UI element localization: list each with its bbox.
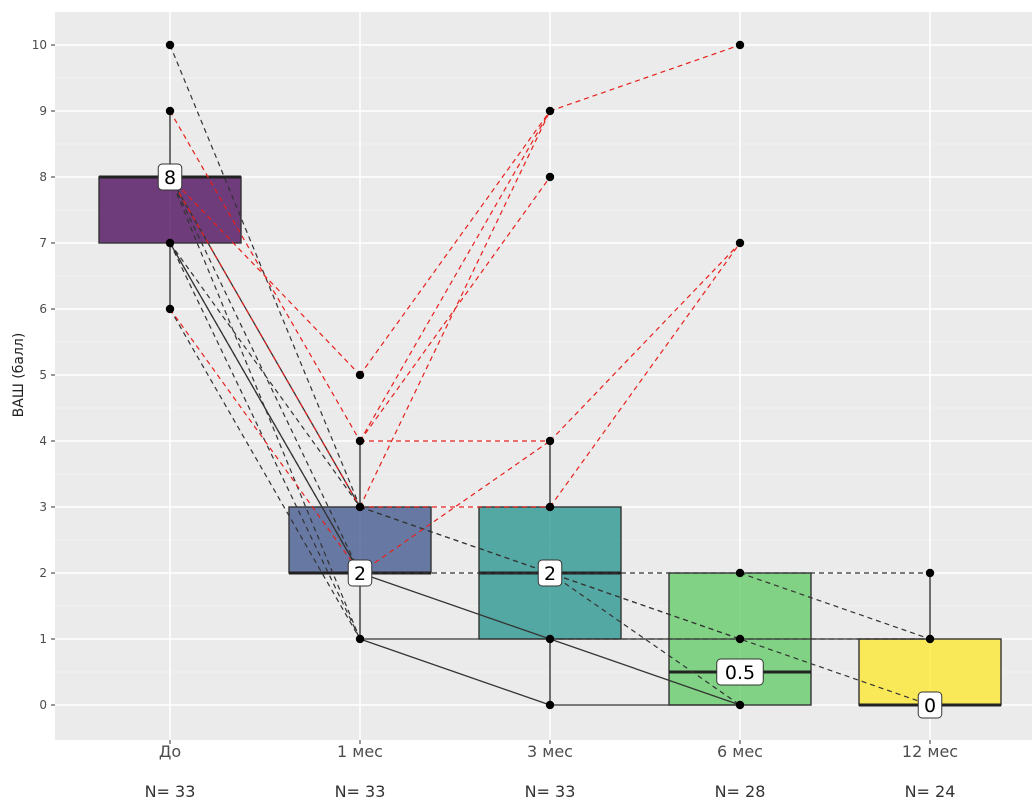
x-tick-label: До — [159, 742, 181, 761]
data-point — [925, 568, 935, 578]
trajectory-line-dashed — [739, 572, 931, 640]
trajectory-line-dashed — [169, 242, 361, 574]
median-label: 8 — [164, 167, 176, 189]
data-point — [545, 106, 555, 116]
median-label-box — [537, 559, 563, 587]
trajectory-line-red — [359, 440, 551, 574]
trajectory-line-red — [359, 110, 551, 508]
data-point — [545, 436, 555, 446]
data-point — [735, 700, 745, 710]
trajectory-line-dashed — [549, 572, 741, 706]
data-point — [355, 502, 365, 512]
data-point — [165, 238, 175, 248]
median-label-box — [716, 658, 764, 686]
median-label: 2 — [544, 563, 556, 585]
y-tick-label: 5 — [39, 368, 47, 382]
trajectory-line-dashed — [169, 176, 361, 640]
trajectory-line-dashed — [169, 308, 361, 640]
y-tick-label: 7 — [39, 236, 47, 250]
median-label: 0 — [924, 695, 936, 717]
y-tick-label: 6 — [39, 302, 47, 316]
data-point — [735, 40, 745, 50]
x-tick-label: 12 мес — [902, 742, 958, 761]
data-point — [545, 700, 555, 710]
median-label: 0.5 — [725, 662, 755, 684]
median-labels: 8 2 2 0.5 0 — [157, 163, 943, 719]
data-point — [545, 634, 555, 644]
trajectory-line-red — [359, 110, 551, 442]
y-tick-label: 8 — [39, 170, 47, 184]
y-tick-label: 9 — [39, 104, 47, 118]
trajectory-line-red — [549, 242, 741, 508]
x-axis-ticks: До 1 мес 3 мес 6 мес 12 мес — [159, 740, 958, 761]
data-point — [355, 370, 365, 380]
data-point — [165, 304, 175, 314]
y-tick-label: 0 — [39, 698, 47, 712]
x-tick-label: 3 мес — [527, 742, 573, 761]
data-point — [165, 40, 175, 50]
y-tick-label: 3 — [39, 500, 47, 514]
data-point — [735, 568, 745, 578]
trajectory-lines — [169, 44, 931, 706]
data-point — [355, 436, 365, 446]
sample-size-labels: N= 33 N= 33 N= 33 N= 28 N= 24 — [145, 782, 956, 800]
data-point — [355, 634, 365, 644]
data-point — [735, 238, 745, 248]
data-point — [735, 634, 745, 644]
median-label-box — [917, 691, 943, 719]
data-point — [925, 634, 935, 644]
trajectory-line-red — [549, 44, 741, 112]
y-tick-label: 2 — [39, 566, 47, 580]
sample-size-label: N= 33 — [335, 782, 386, 800]
trajectory-line-red — [359, 110, 551, 376]
trajectory-line-red — [549, 242, 741, 442]
trajectory-line-dashed — [169, 242, 361, 508]
y-axis-ticks: 0 1 2 3 4 5 6 7 8 9 10 — [32, 38, 55, 712]
median-label: 2 — [354, 563, 366, 585]
trajectory-line-dashed — [359, 506, 931, 706]
trajectory-line-red — [169, 176, 361, 508]
median-label-box — [157, 163, 183, 191]
sample-size-label: N= 24 — [905, 782, 956, 800]
y-tick-label: 10 — [32, 38, 47, 52]
sample-size-label: N= 33 — [145, 782, 196, 800]
y-tick-label: 4 — [39, 434, 47, 448]
x-tick-label: 1 мес — [337, 742, 383, 761]
y-axis-title: ВАШ (балл) — [11, 333, 27, 418]
data-point — [545, 502, 555, 512]
trajectory-line-solid — [359, 638, 551, 706]
data-point — [165, 106, 175, 116]
median-label-box — [347, 559, 373, 587]
sample-size-label: N= 28 — [715, 782, 766, 800]
data-point — [545, 172, 555, 182]
x-tick-label: 6 мес — [717, 742, 763, 761]
trajectory-line-dashed — [169, 44, 361, 508]
sample-size-label: N= 33 — [525, 782, 576, 800]
y-tick-label: 1 — [39, 632, 47, 646]
trajectory-line-red — [169, 176, 361, 376]
trajectory-line-red — [169, 308, 361, 574]
